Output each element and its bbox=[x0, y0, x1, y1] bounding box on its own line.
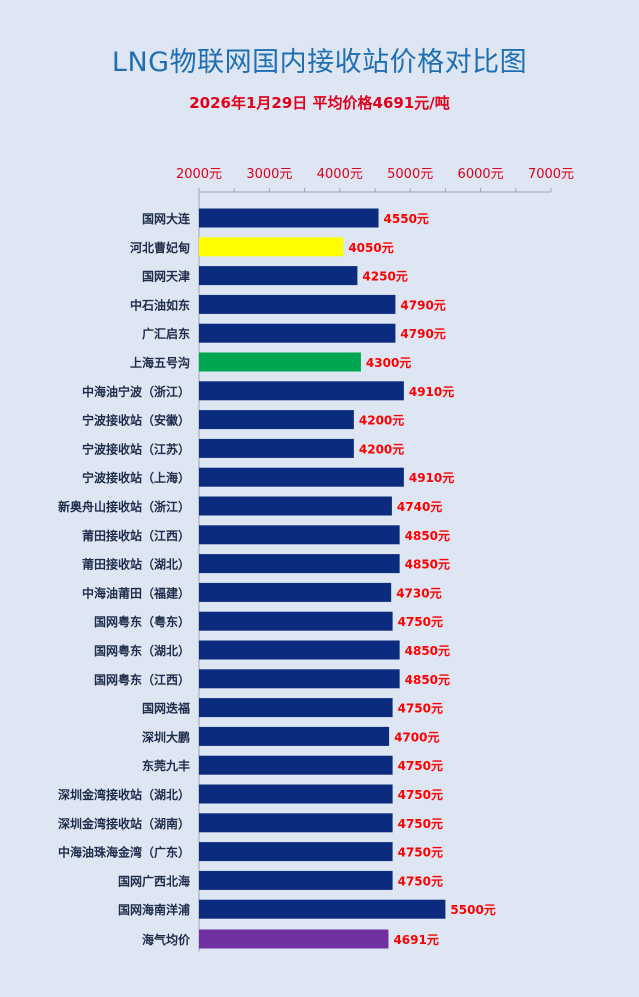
category-label: 中海油珠海金湾（广东） bbox=[58, 845, 190, 860]
category-label: 中海油宁波（浙江） bbox=[82, 384, 190, 399]
x-tick-label: 7000元 bbox=[528, 167, 574, 182]
value-label: 5500元 bbox=[450, 903, 495, 917]
bar bbox=[199, 698, 393, 718]
category-label: 莆田接收站（江西） bbox=[82, 528, 190, 543]
value-label: 4300元 bbox=[366, 356, 411, 370]
value-label: 4910元 bbox=[409, 471, 454, 485]
category-label: 国网大连 bbox=[142, 211, 191, 226]
bar bbox=[199, 266, 358, 286]
value-label: 4750元 bbox=[398, 702, 443, 716]
chart-subtitle: 2026年1月29日 平均价格4691元/吨 bbox=[189, 94, 450, 112]
category-label: 河北曹妃甸 bbox=[129, 240, 190, 255]
category-label: 深圳金湾接收站（湖南） bbox=[58, 816, 190, 831]
bar bbox=[199, 496, 392, 516]
value-label: 4200元 bbox=[359, 442, 404, 456]
category-label: 国网粤东（江西） bbox=[94, 672, 190, 687]
bar bbox=[199, 640, 400, 660]
value-label: 4850元 bbox=[405, 644, 450, 658]
bar bbox=[199, 726, 390, 746]
category-label: 中石油如东 bbox=[130, 297, 190, 312]
category-label: 国网粤东（湖北） bbox=[94, 643, 190, 658]
bar bbox=[199, 784, 393, 804]
x-tick-label: 6000元 bbox=[458, 167, 504, 182]
bar bbox=[199, 582, 392, 602]
value-label: 4790元 bbox=[400, 327, 445, 341]
value-label: 4691元 bbox=[393, 933, 438, 947]
category-label: 莆田接收站（湖北） bbox=[82, 557, 190, 572]
category-label: 宁波接收站（安徽） bbox=[82, 413, 190, 428]
category-label: 国网海南洋浦 bbox=[118, 902, 190, 917]
category-label: 国网粤东（粤东） bbox=[94, 614, 190, 629]
value-label: 4200元 bbox=[359, 414, 404, 428]
bar bbox=[199, 352, 361, 372]
category-label: 中海油莆田（福建） bbox=[82, 585, 190, 600]
value-label: 4730元 bbox=[396, 586, 441, 600]
category-label: 广汇启东 bbox=[142, 326, 190, 341]
chart-title: LNG物联网国内接收站价格对比图 bbox=[111, 47, 528, 78]
bar bbox=[199, 208, 379, 228]
x-tick-label: 5000元 bbox=[387, 167, 433, 182]
value-label: 4250元 bbox=[362, 270, 407, 284]
x-tick-label: 3000元 bbox=[246, 167, 292, 182]
value-label: 4750元 bbox=[398, 874, 443, 888]
category-label: 深圳大鹏 bbox=[142, 729, 190, 744]
value-label: 4740元 bbox=[397, 500, 442, 514]
bar bbox=[199, 467, 404, 487]
value-label: 4550元 bbox=[384, 212, 429, 226]
x-tick-label: 4000元 bbox=[317, 167, 363, 182]
x-tick-label: 2000元 bbox=[176, 167, 222, 182]
category-label: 国网迭福 bbox=[142, 701, 190, 716]
bar bbox=[199, 525, 400, 545]
category-label: 国网天津 bbox=[142, 269, 190, 284]
bar bbox=[199, 294, 396, 314]
bar bbox=[199, 669, 400, 689]
value-label: 4750元 bbox=[398, 846, 443, 860]
value-label: 4910元 bbox=[409, 385, 454, 399]
category-label: 东莞九丰 bbox=[142, 758, 190, 773]
category-label: 宁波接收站（上海） bbox=[82, 470, 190, 485]
bar bbox=[199, 410, 354, 430]
category-label: 深圳金湾接收站（湖北） bbox=[58, 787, 190, 802]
category-label: 宁波接收站（江苏） bbox=[82, 441, 190, 456]
value-label: 4700元 bbox=[394, 730, 439, 744]
bar bbox=[199, 813, 393, 833]
category-label: 海气均价 bbox=[142, 932, 191, 947]
bar bbox=[199, 237, 344, 257]
category-label: 国网广西北海 bbox=[118, 873, 190, 888]
value-label: 4850元 bbox=[405, 673, 450, 687]
value-label: 4850元 bbox=[405, 558, 450, 572]
bar bbox=[199, 755, 393, 775]
category-label: 上海五号沟 bbox=[130, 355, 190, 370]
category-label: 新奥舟山接收站（浙江） bbox=[58, 499, 190, 514]
value-label: 4050元 bbox=[348, 241, 393, 255]
bar bbox=[199, 323, 396, 343]
bar bbox=[199, 929, 389, 949]
bar bbox=[199, 870, 393, 890]
value-label: 4790元 bbox=[400, 298, 445, 312]
value-label: 4750元 bbox=[398, 788, 443, 802]
bar bbox=[199, 842, 393, 862]
value-label: 4850元 bbox=[405, 529, 450, 543]
value-label: 4750元 bbox=[398, 817, 443, 831]
bar bbox=[199, 611, 393, 631]
value-label: 4750元 bbox=[398, 759, 443, 773]
bar bbox=[199, 381, 404, 401]
value-label: 4750元 bbox=[398, 615, 443, 629]
bar bbox=[199, 438, 354, 458]
bar bbox=[199, 899, 446, 919]
bar bbox=[199, 554, 400, 574]
